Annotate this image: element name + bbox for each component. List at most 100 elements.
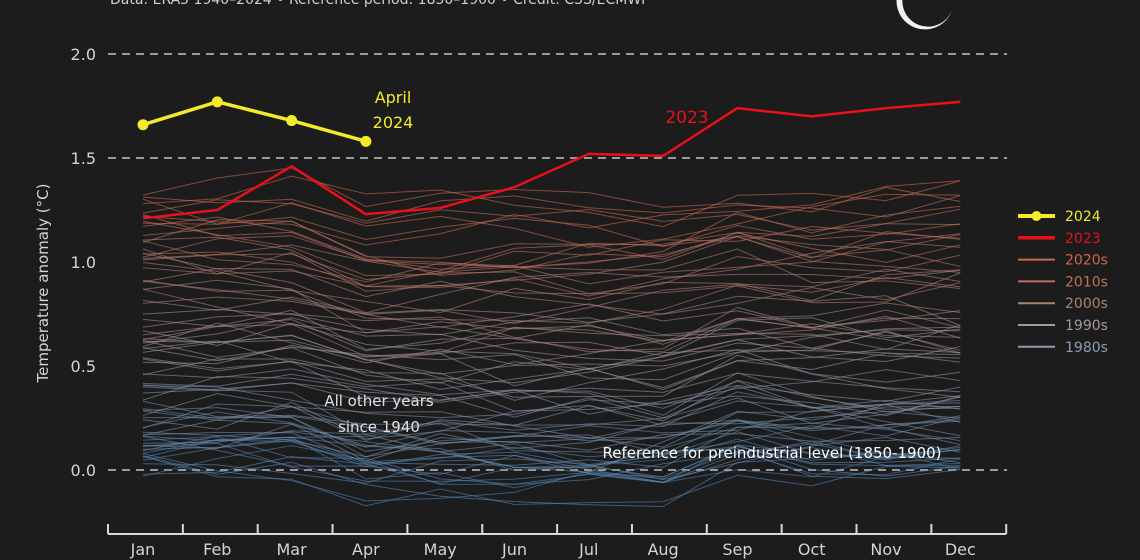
y-tick-label: 0.5	[71, 357, 96, 376]
background-year-line	[142, 219, 961, 259]
background-year-line	[142, 231, 961, 287]
background-year-line	[142, 262, 961, 324]
background-year-line	[142, 318, 961, 354]
background-year-line	[142, 446, 961, 480]
background-year-lines	[142, 167, 961, 508]
legend-label-2000s: 2000s	[1065, 296, 1108, 312]
point-2024-Jan	[137, 119, 149, 131]
legend-label-2024: 2024	[1065, 209, 1101, 225]
background-year-line	[142, 295, 961, 327]
y-axis-label: Temperature anomaly (°C)	[34, 184, 52, 384]
point-2024-Mar	[286, 115, 298, 127]
annotation-2023: 2023	[665, 108, 708, 128]
background-year-line	[142, 396, 961, 426]
background-year-line	[142, 220, 961, 277]
x-axis: Jan Feb Mar Apr May Jun Jul Aug Sep Oct Nov Dec	[107, 524, 1008, 559]
x-tick-label-Oct: Oct	[798, 540, 826, 559]
background-year-line	[142, 193, 961, 248]
y-tick-label: 1.5	[71, 149, 96, 168]
background-year-line	[142, 400, 961, 462]
background-year-line	[142, 308, 961, 359]
background-year-line	[142, 339, 961, 384]
y-tick-label: 1.0	[71, 253, 96, 272]
background-year-line	[142, 199, 961, 231]
legend-label-2010s: 2010s	[1065, 274, 1108, 290]
highlighted-series	[137, 96, 961, 220]
background-year-line	[142, 411, 961, 448]
background-year-line	[142, 220, 961, 276]
background-year-line	[142, 268, 961, 325]
point-2024-Apr	[360, 135, 372, 147]
x-tick-label-May: May	[424, 540, 457, 559]
legend-marker-2024	[1031, 211, 1042, 221]
background-year-line	[142, 416, 961, 455]
series-line-2023	[142, 100, 961, 220]
x-tick-label-Feb: Feb	[203, 540, 231, 559]
annotation-2024: 2024	[373, 113, 414, 132]
background-year-line	[142, 340, 961, 384]
x-tick-label-Apr: Apr	[352, 540, 380, 559]
background-year-line	[142, 431, 961, 484]
background-year-line	[142, 198, 961, 248]
background-year-line	[142, 288, 961, 357]
background-year-line	[142, 348, 961, 401]
x-tick-label-Dec: Dec	[945, 540, 976, 559]
background-year-line	[142, 344, 961, 391]
annotation-other-years-line1: All other years	[324, 392, 434, 410]
background-year-line	[142, 167, 961, 213]
background-year-line	[142, 253, 961, 295]
background-year-line	[142, 175, 961, 228]
annotation-reference: Reference for preindustrial level (1850-…	[602, 444, 941, 462]
background-year-line	[142, 315, 961, 366]
background-year-line	[142, 395, 961, 440]
annotation-other-years-line2: since 1940	[338, 418, 420, 436]
x-tick-label-Aug: Aug	[647, 540, 678, 559]
x-tick-label-Jul: Jul	[578, 540, 598, 559]
legend-label-2023: 2023	[1065, 231, 1101, 247]
background-year-line	[142, 406, 961, 473]
background-year-line	[142, 317, 961, 370]
background-year-line	[142, 419, 961, 468]
background-year-line	[142, 406, 961, 451]
background-year-line	[142, 357, 961, 403]
legend-label-1980s: 1980s	[1065, 340, 1108, 356]
background-year-line	[142, 236, 961, 297]
background-year-line	[142, 436, 961, 485]
legend-label-1990s: 1990s	[1065, 318, 1108, 334]
background-year-line	[142, 216, 961, 270]
annotation-april: April	[375, 88, 412, 107]
legend-label-2020s: 2020s	[1065, 253, 1108, 269]
moon-logo-icon	[896, 0, 952, 30]
background-year-line	[142, 456, 961, 507]
background-year-line	[142, 375, 961, 415]
y-tick-label: 0.0	[71, 461, 96, 480]
background-year-line	[142, 296, 961, 329]
source-caption: Data: ERA5 1940–2024 • Reference period:…	[110, 0, 649, 8]
background-year-line	[142, 205, 961, 268]
background-year-line	[142, 195, 961, 222]
background-year-line	[142, 426, 961, 469]
background-year-line	[142, 244, 961, 289]
x-tick-label-Nov: Nov	[870, 540, 901, 559]
background-year-line	[142, 180, 961, 246]
y-tick-label: 2.0	[71, 45, 96, 64]
y-tick-labels: 0.0 0.5 1.0 1.5 2.0	[71, 45, 96, 480]
background-year-line	[142, 373, 961, 417]
background-year-line	[142, 452, 961, 508]
background-year-line	[142, 269, 961, 314]
series-line-2024	[142, 100, 367, 144]
background-year-line	[142, 329, 961, 361]
background-year-line	[142, 248, 961, 304]
x-tick-label-Jan: Jan	[130, 540, 156, 559]
background-year-line	[142, 306, 961, 353]
x-tick-label-Sep: Sep	[722, 540, 752, 559]
point-2024-Feb	[211, 96, 223, 108]
x-tick-label-Jun: Jun	[501, 540, 527, 559]
background-year-line	[142, 309, 961, 351]
legend: 2024 2023 2020s 2010s 2000s 1990s 1980s	[1018, 209, 1108, 356]
background-year-line	[143, 416, 961, 464]
background-year-line	[142, 233, 961, 285]
x-tick-label-Mar: Mar	[277, 540, 308, 559]
background-year-line	[142, 235, 961, 292]
